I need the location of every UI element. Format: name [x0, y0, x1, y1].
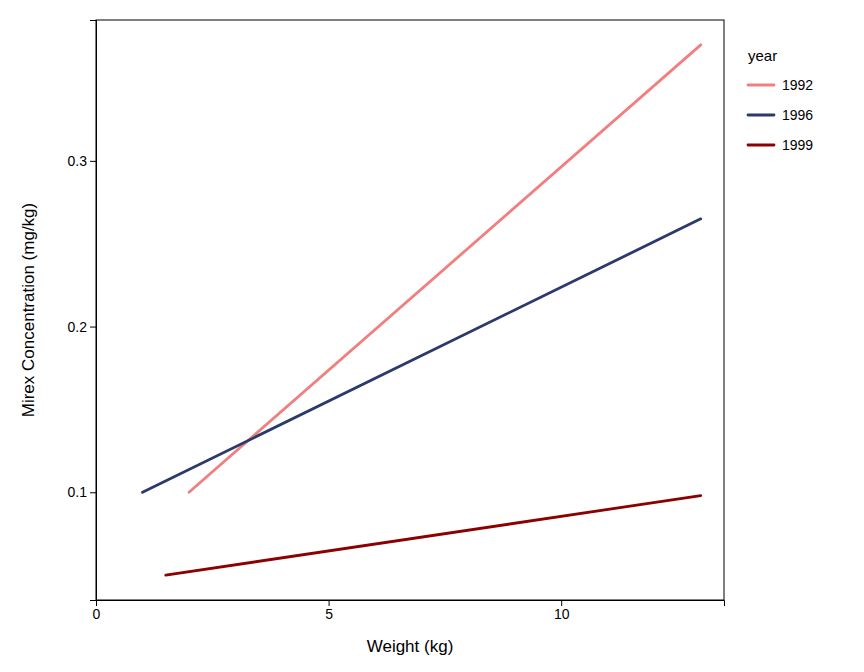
- legend-item: 1992: [748, 77, 813, 93]
- plot-frame: [96, 20, 724, 600]
- chart-container: 0 5 10 0.1 0.2 0.3 Weight (kg) Mirex Concentrat…: [0, 0, 864, 672]
- tick-mark: [90, 327, 96, 328]
- y-axis-title: Mirex Concentration (mg/kg): [19, 203, 38, 417]
- x-axis-title: Weight (kg): [367, 637, 454, 656]
- series-line: [143, 219, 701, 492]
- lines: [143, 45, 701, 575]
- x-axis: 0 5 10: [93, 600, 725, 622]
- tick: 0.1: [68, 484, 96, 500]
- y-axis: 0.1 0.2 0.3: [68, 21, 97, 601]
- tick: 0.2: [68, 319, 96, 335]
- series-line: [166, 496, 701, 576]
- tick: 0: [93, 600, 101, 622]
- legend-label: 1999: [782, 137, 813, 153]
- legend-swatch: [748, 84, 774, 87]
- tick-mark: [90, 492, 96, 493]
- tick-label: 0.1: [68, 484, 88, 500]
- chart-svg: 0 5 10 0.1 0.2 0.3 Weight (kg) Mirex Concentrat…: [0, 0, 864, 672]
- tick-mark: [90, 161, 96, 162]
- tick: 0.3: [68, 153, 96, 169]
- plot-root: 0 5 10 0.1 0.2 0.3 Weight (kg) Mirex Concentrat…: [19, 20, 813, 656]
- legend-item: 1999: [748, 137, 813, 153]
- legend-label: 1996: [782, 107, 813, 123]
- legend-label: 1992: [782, 77, 813, 93]
- legend: year 1992 1996 1999: [748, 47, 813, 153]
- tick: 5: [325, 600, 333, 622]
- tick-label: 0.2: [68, 319, 88, 335]
- tick-label: 10: [554, 606, 570, 622]
- tick: 10: [554, 600, 570, 622]
- tick-label: 0.3: [68, 153, 88, 169]
- legend-item: 1996: [748, 107, 813, 123]
- tick-label: 5: [325, 606, 333, 622]
- axis-line: [97, 601, 725, 607]
- tick-label: 0: [93, 606, 101, 622]
- legend-swatch: [748, 114, 774, 117]
- legend-title: year: [748, 47, 777, 64]
- axis-line: [90, 21, 97, 601]
- series-line: [189, 45, 701, 492]
- legend-swatch: [748, 144, 774, 147]
